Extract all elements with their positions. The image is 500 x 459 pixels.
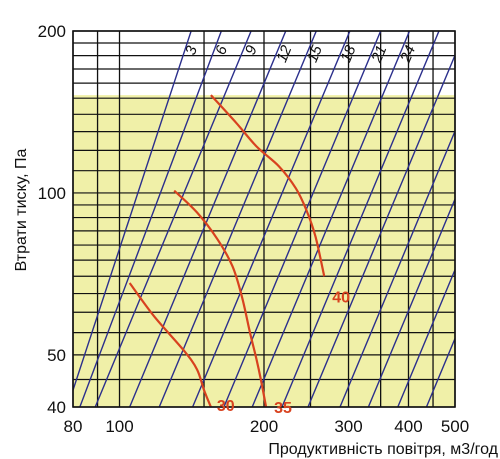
curves: [128, 94, 326, 408]
diagonal-line: [339, 129, 455, 407]
y-tick-label: 40: [47, 398, 66, 417]
diagonal-line: [158, 31, 317, 407]
diagonal-line: [73, 31, 192, 391]
y-tick-label: 200: [38, 22, 66, 41]
y-tick-label: 100: [38, 184, 66, 203]
diagonal-label: 15: [304, 42, 326, 65]
x-tick-label: 100: [105, 417, 133, 436]
curve-label: 35: [274, 400, 292, 417]
x-axis-label: Продуктивність повітря, м3/год: [268, 441, 498, 458]
x-tick-label: 400: [394, 417, 422, 436]
x-tick-label: 80: [64, 417, 83, 436]
diagonal-line: [397, 267, 455, 407]
curve-label: 30: [217, 398, 235, 415]
y-tick-label: 50: [47, 346, 66, 365]
diagonal-line: [425, 336, 455, 407]
curve-label: 40: [332, 289, 350, 306]
diagonal-label: 18: [337, 42, 359, 65]
y-tick-labels: 40 50 100 200: [38, 22, 66, 417]
curve-line: [128, 282, 212, 408]
diagonal-line: [223, 31, 382, 407]
plot-frame: [72, 30, 456, 408]
curve-labels: 30 35 40: [217, 289, 350, 417]
x-tick-labels: 80 100 200 300 400 500: [64, 417, 470, 436]
diagonal-line: [79, 31, 223, 407]
diagonal-line: [367, 197, 455, 407]
curve-line: [210, 94, 326, 277]
diagonal-label: 12: [273, 42, 295, 65]
diagonal-line: [307, 53, 455, 407]
diagonal-line: [281, 31, 440, 407]
diagonal-line: [129, 31, 287, 407]
x-tick-label: 200: [250, 417, 278, 436]
x-tick-label: 500: [441, 417, 469, 436]
diagonal-line: [251, 31, 411, 407]
curve-line: [173, 189, 268, 408]
diagonal-line: [94, 31, 252, 407]
diagonal-line: [191, 31, 351, 407]
x-tick-label: 300: [334, 417, 362, 436]
diagonal-lines: [73, 31, 455, 407]
diagonal-label: 21: [368, 43, 390, 66]
diagonal-label: 24: [397, 43, 420, 66]
y-axis-label: Втрати тиску, Па: [13, 149, 30, 272]
